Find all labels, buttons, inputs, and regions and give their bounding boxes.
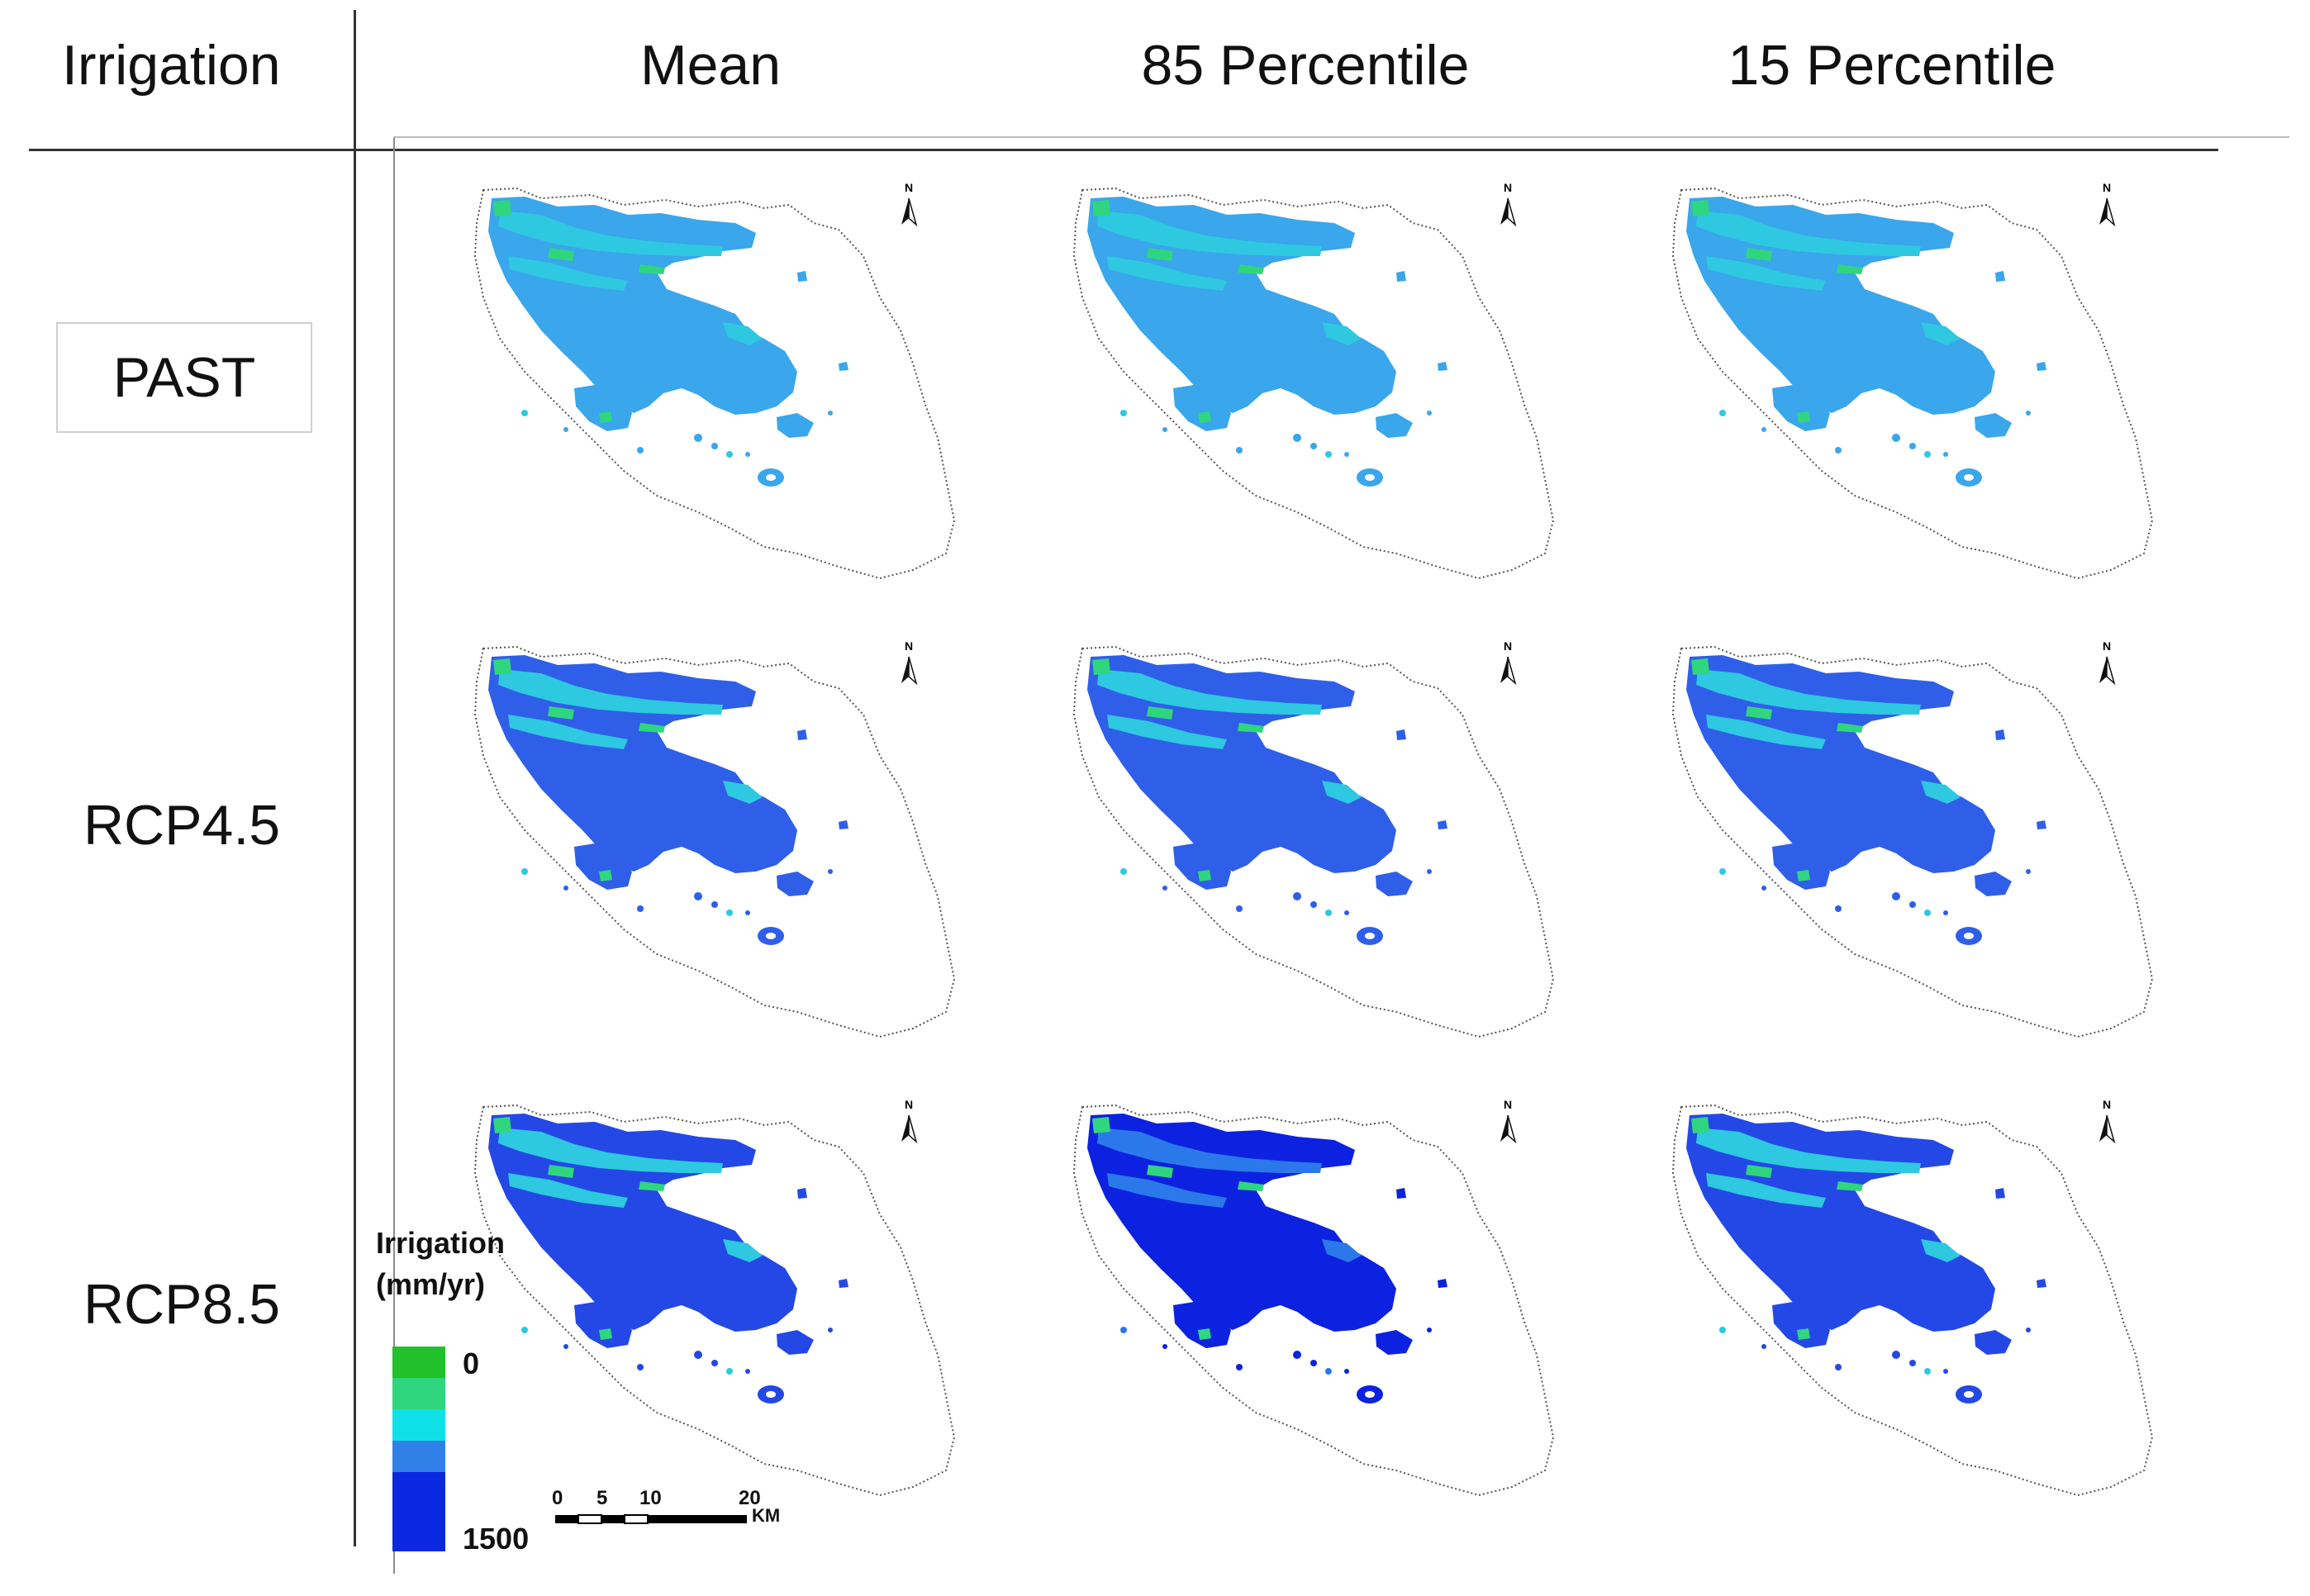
- scale-tick-5: 5: [597, 1487, 608, 1509]
- north-arrow: N: [2099, 1098, 2116, 1144]
- row-label-past: PAST: [56, 322, 312, 433]
- legend-swatch-4: [392, 1472, 445, 1551]
- map-frame-left-edge: [393, 136, 395, 1574]
- legend-swatch-3: [392, 1441, 445, 1472]
- row-label-rcp85: RCP8.5: [83, 1273, 281, 1336]
- legend-swatch-1: [392, 1378, 445, 1409]
- map-frame-top-edge: [393, 136, 2289, 138]
- scale-tick-0: 0: [552, 1487, 563, 1509]
- scale-bar: 0 5 10 20 KM: [552, 1487, 818, 1553]
- scale-tick-10: 10: [639, 1487, 662, 1509]
- legend-title-line1: Irrigation: [376, 1226, 506, 1260]
- basin-boundary: [1671, 1104, 2154, 1497]
- map-past-mean: N: [450, 165, 979, 595]
- svg-text:N: N: [2103, 1098, 2111, 1111]
- north-arrow: N: [1500, 639, 1517, 686]
- map-past-85-percentile: N: [1049, 165, 1578, 595]
- north-arrow: N: [901, 181, 918, 227]
- svg-text:N: N: [905, 639, 913, 653]
- legend-swatch-2: [392, 1409, 445, 1441]
- map-rcp45-15-percentile: N: [1648, 624, 2177, 1053]
- svg-text:N: N: [1504, 639, 1512, 653]
- svg-text:N: N: [1504, 1098, 1512, 1111]
- legend-min-label: 0: [463, 1347, 480, 1380]
- corner-header: Irrigation: [62, 34, 281, 97]
- basin-boundary: [1072, 645, 1555, 1038]
- north-arrow: N: [2099, 639, 2116, 686]
- north-arrow: N: [2099, 181, 2116, 227]
- legend-max-label: 1500: [463, 1522, 530, 1556]
- basin-boundary: [1072, 187, 1555, 580]
- row-label-past-text: PAST: [112, 346, 256, 409]
- north-arrow: N: [901, 1098, 918, 1144]
- basin-boundary: [473, 1104, 956, 1497]
- basin-boundary: [1671, 187, 2154, 580]
- column-header-mean: Mean: [639, 34, 782, 97]
- column-header-85-percentile: 85 Percentile: [1141, 34, 1470, 97]
- map-rcp85-mean: N: [450, 1082, 979, 1512]
- map-rcp45-85-percentile: N: [1049, 624, 1578, 1053]
- map-past-15-percentile: N: [1648, 165, 2177, 595]
- svg-text:N: N: [2103, 181, 2111, 194]
- svg-text:N: N: [2103, 639, 2111, 653]
- header-row-divider: [29, 149, 2218, 151]
- header-column-divider: [354, 10, 356, 1546]
- svg-text:N: N: [905, 1098, 913, 1111]
- basin-boundary: [473, 645, 956, 1038]
- north-arrow: N: [901, 639, 918, 686]
- scale-bar-segments: [555, 1514, 747, 1524]
- basin-boundary: [1671, 645, 2154, 1038]
- legend: Irrigation (mm/yr) 0 1500: [376, 1223, 574, 1570]
- legend-title-line2: (mm/yr): [376, 1267, 486, 1301]
- svg-text:N: N: [1504, 181, 1512, 194]
- map-rcp85-85-percentile: N: [1049, 1082, 1578, 1512]
- map-rcp85-15-percentile: N: [1648, 1082, 2177, 1512]
- legend-swatch-0: [392, 1347, 445, 1378]
- basin-boundary: [1072, 1104, 1555, 1497]
- legend-title: Irrigation (mm/yr): [376, 1223, 505, 1305]
- north-arrow: N: [1500, 181, 1517, 227]
- map-rcp45-mean: N: [450, 624, 979, 1053]
- column-header-15-percentile: 15 Percentile: [1728, 34, 2056, 97]
- svg-text:N: N: [905, 181, 913, 194]
- row-label-rcp45: RCP4.5: [83, 794, 281, 857]
- basin-boundary: [473, 187, 956, 580]
- north-arrow: N: [1500, 1098, 1517, 1144]
- scale-unit: KM: [752, 1505, 781, 1526]
- scale-tick-20: 20: [739, 1487, 761, 1509]
